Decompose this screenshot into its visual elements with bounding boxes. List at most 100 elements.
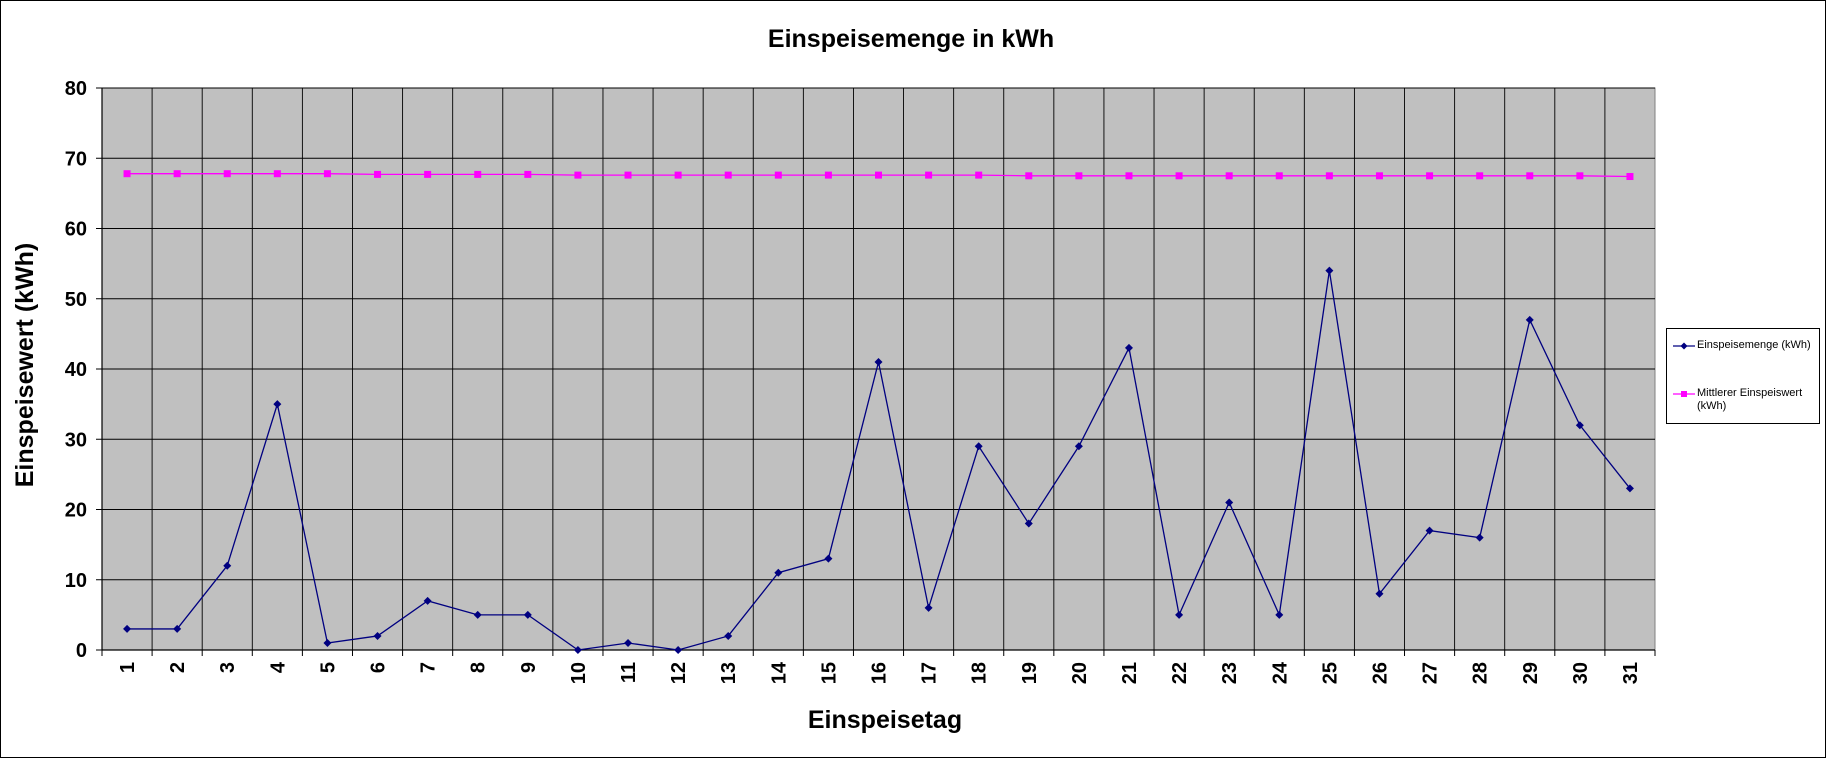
y-tick-label: 60 (65, 219, 87, 241)
x-tick-label: 12 (668, 662, 690, 684)
data-point (1024, 519, 1033, 528)
data-point (1225, 498, 1234, 507)
x-tick-label: 26 (1369, 662, 1391, 684)
data-point (875, 171, 882, 179)
x-tick-label: 19 (1019, 662, 1041, 684)
data-point (1625, 484, 1634, 493)
data-point (1425, 526, 1434, 535)
x-tick-label: 13 (718, 662, 740, 684)
x-tick-label: 17 (919, 662, 941, 684)
data-point (1626, 173, 1634, 181)
data-point (273, 400, 282, 409)
x-tick-label: 30 (1570, 662, 1592, 684)
data-point (824, 171, 832, 179)
x-tick-label: 18 (969, 662, 991, 684)
x-tick-label: 14 (768, 661, 790, 684)
axes (96, 87, 1656, 656)
data-point (1526, 172, 1534, 180)
data-point (1074, 442, 1083, 451)
x-tick-label: 15 (818, 662, 840, 684)
x-tick-label: 27 (1420, 662, 1442, 684)
data-point (1375, 589, 1384, 598)
series-mittlerer-einspeiswert (123, 170, 1634, 181)
x-tick-label: 3 (217, 662, 239, 673)
data-point (1075, 172, 1083, 180)
x-axis-title: Einspeisetag (808, 706, 962, 734)
data-point (1476, 172, 1484, 180)
data-point (1525, 315, 1534, 324)
data-point (724, 171, 732, 179)
x-tick-label: 2 (167, 662, 189, 673)
y-tick-label: 0 (76, 640, 87, 662)
data-point (1175, 610, 1184, 619)
x-tick-label: 28 (1470, 662, 1492, 684)
data-point (323, 638, 332, 647)
data-point (1275, 172, 1283, 180)
data-point (273, 170, 281, 178)
data-point (173, 624, 182, 633)
x-tick-label: 20 (1069, 662, 1091, 684)
chart-title: Einspeisemenge in kWh (768, 25, 1054, 53)
data-point (974, 442, 983, 451)
y-tick-label: 30 (65, 429, 87, 451)
data-point (573, 646, 582, 654)
legend: Einspeisemenge (kWh) Mittlerer Einspeisw… (1666, 328, 1820, 424)
legend-swatch-square (1673, 391, 1695, 397)
data-point (1175, 172, 1183, 180)
data-point (674, 646, 683, 654)
data-point (323, 170, 331, 178)
data-point (123, 170, 131, 178)
x-tick-label: 10 (568, 662, 590, 684)
x-tick-label: 7 (418, 662, 440, 673)
x-tick-label: 21 (1119, 662, 1141, 684)
data-point (1475, 533, 1484, 542)
x-tick-label: 4 (267, 661, 289, 673)
x-tick-label: 22 (1169, 662, 1191, 684)
data-point (674, 171, 682, 179)
data-point (1125, 172, 1133, 180)
data-point (1325, 172, 1333, 180)
y-axis-title: Einspeisewert (kWh) (11, 243, 39, 488)
y-tick-labels: 0 10 20 30 40 50 60 70 80 (65, 78, 87, 662)
legend-swatch-diamond (1673, 342, 1695, 350)
x-tick-label: 25 (1319, 662, 1341, 684)
x-tick-label: 24 (1269, 661, 1291, 684)
data-point (423, 596, 432, 605)
data-point (624, 638, 633, 647)
x-tick-label: 16 (869, 662, 891, 684)
data-point (1575, 421, 1584, 430)
data-point (1576, 172, 1584, 180)
data-point (574, 171, 582, 179)
data-point (924, 603, 933, 612)
x-tick-label: 31 (1620, 662, 1642, 684)
data-point (223, 561, 232, 570)
y-tick-label: 40 (65, 359, 87, 381)
data-point (1025, 172, 1033, 180)
data-point (874, 357, 883, 366)
legend-label: Einspeisemenge (kWh) (1697, 339, 1811, 351)
data-point (373, 631, 382, 640)
x-tick-label: 23 (1219, 662, 1241, 684)
grid-lines (102, 87, 1655, 650)
x-tick-label: 8 (468, 662, 490, 673)
data-point (1375, 172, 1383, 180)
data-point (374, 170, 382, 178)
data-point (1275, 610, 1284, 619)
y-tick-label: 80 (65, 78, 87, 100)
data-point (173, 170, 181, 178)
data-point (774, 568, 783, 577)
y-tick-label: 50 (65, 289, 87, 311)
data-point (724, 631, 733, 640)
x-tick-label: 9 (518, 662, 540, 673)
x-tick-label: 11 (618, 662, 640, 683)
data-point (624, 171, 632, 179)
data-point (1124, 343, 1133, 352)
data-point (1426, 172, 1434, 180)
x-tick-label: 1 (117, 662, 139, 673)
data-point (524, 170, 532, 178)
data-point (523, 610, 532, 619)
y-tick-label: 70 (65, 148, 87, 170)
data-point (1325, 266, 1334, 275)
series-lines (123, 170, 1634, 654)
data-point (824, 554, 833, 563)
